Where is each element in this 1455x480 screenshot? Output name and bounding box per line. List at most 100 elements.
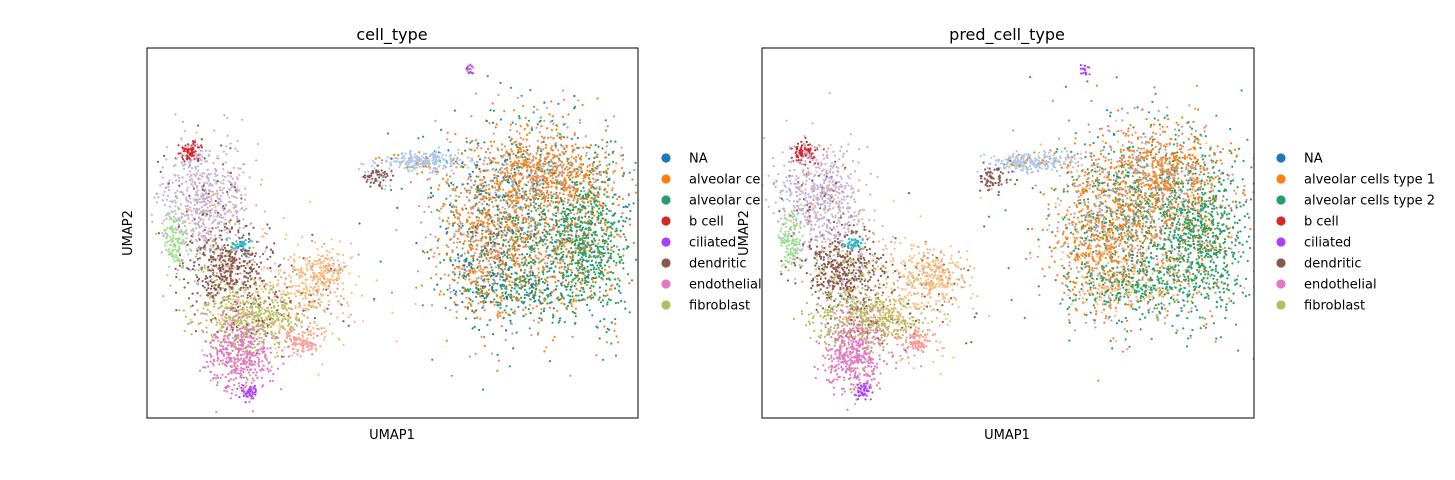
- data-point: [508, 218, 511, 221]
- data-point: [174, 164, 177, 167]
- data-point: [518, 182, 521, 185]
- data-point: [603, 221, 606, 224]
- data-point: [550, 191, 553, 194]
- data-point: [480, 190, 483, 193]
- data-point: [226, 244, 229, 247]
- data-point: [395, 160, 398, 163]
- data-point: [396, 206, 399, 209]
- data-point: [468, 301, 471, 304]
- data-point: [241, 207, 244, 210]
- data-point: [602, 239, 605, 242]
- data-point: [524, 269, 527, 272]
- data-point: [183, 147, 186, 151]
- data-point: [473, 270, 476, 273]
- data-point: [495, 301, 498, 304]
- data-point: [491, 286, 494, 289]
- data-point: [506, 174, 509, 178]
- data-point: [215, 182, 218, 185]
- data-point: [518, 115, 521, 118]
- data-point: [479, 295, 482, 298]
- data-point: [631, 178, 634, 181]
- data-point: [433, 288, 436, 291]
- data-point: [422, 156, 425, 159]
- data-point: [449, 291, 452, 294]
- data-point: [226, 227, 229, 230]
- data-point: [523, 262, 527, 265]
- data-point: [543, 136, 546, 139]
- data-point: [562, 260, 565, 263]
- data-point: [183, 224, 186, 228]
- data-point: [503, 210, 506, 214]
- data-point: [524, 313, 527, 316]
- data-point: [627, 192, 631, 195]
- data-point: [588, 164, 591, 167]
- scatter-points: [150, 63, 638, 413]
- data-point: [501, 231, 504, 234]
- data-point: [454, 199, 457, 202]
- data-point: [436, 208, 439, 212]
- data-point: [597, 212, 600, 215]
- data-point: [543, 101, 546, 104]
- data-point: [568, 204, 571, 207]
- data-point: [562, 217, 565, 220]
- data-point: [510, 137, 513, 140]
- data-point: [241, 281, 244, 284]
- data-point: [574, 307, 578, 310]
- data-point: [513, 259, 516, 263]
- data-point: [492, 205, 495, 208]
- data-point: [468, 269, 471, 272]
- data-point: [187, 217, 190, 220]
- data-point: [570, 305, 573, 308]
- data-point: [524, 277, 527, 280]
- data-point: [486, 169, 489, 172]
- data-point: [388, 167, 391, 170]
- data-point: [463, 271, 466, 274]
- data-point: [236, 210, 239, 213]
- data-point: [580, 286, 583, 289]
- data-point: [510, 230, 513, 233]
- data-point: [222, 182, 225, 185]
- data-point: [612, 181, 616, 184]
- data-point: [537, 197, 540, 201]
- data-point: [187, 209, 190, 212]
- data-point: [510, 266, 513, 269]
- data-point: [492, 179, 495, 183]
- data-point: [428, 177, 431, 180]
- data-point: [610, 233, 613, 236]
- data-point: [579, 220, 582, 223]
- data-point: [471, 247, 474, 250]
- data-point: [469, 179, 473, 182]
- data-point: [487, 259, 490, 263]
- data-point: [498, 184, 501, 187]
- data-point: [492, 278, 495, 281]
- data-point: [536, 139, 539, 142]
- data-point: [582, 272, 585, 275]
- data-point: [549, 120, 552, 123]
- data-point: [467, 261, 471, 264]
- data-point: [520, 94, 523, 97]
- data-point: [502, 215, 505, 218]
- data-point: [420, 221, 423, 224]
- data-point: [238, 261, 241, 264]
- data-point: [234, 189, 237, 192]
- data-point: [496, 314, 499, 317]
- data-point: [476, 185, 479, 189]
- data-point: [534, 291, 537, 294]
- data-point: [218, 215, 221, 219]
- data-point: [516, 96, 520, 99]
- data-point: [562, 193, 565, 196]
- data-point: [234, 147, 237, 150]
- data-point: [469, 238, 472, 241]
- data-point: [593, 201, 596, 204]
- data-point: [437, 188, 440, 191]
- data-point: [605, 240, 608, 243]
- data-point: [500, 229, 503, 233]
- data-point: [215, 189, 219, 192]
- data-point: [559, 172, 562, 175]
- data-point: [207, 218, 211, 221]
- data-point: [584, 247, 587, 250]
- data-point: [546, 265, 549, 268]
- data-point: [153, 196, 156, 199]
- data-point: [211, 221, 214, 225]
- data-point: [525, 151, 528, 154]
